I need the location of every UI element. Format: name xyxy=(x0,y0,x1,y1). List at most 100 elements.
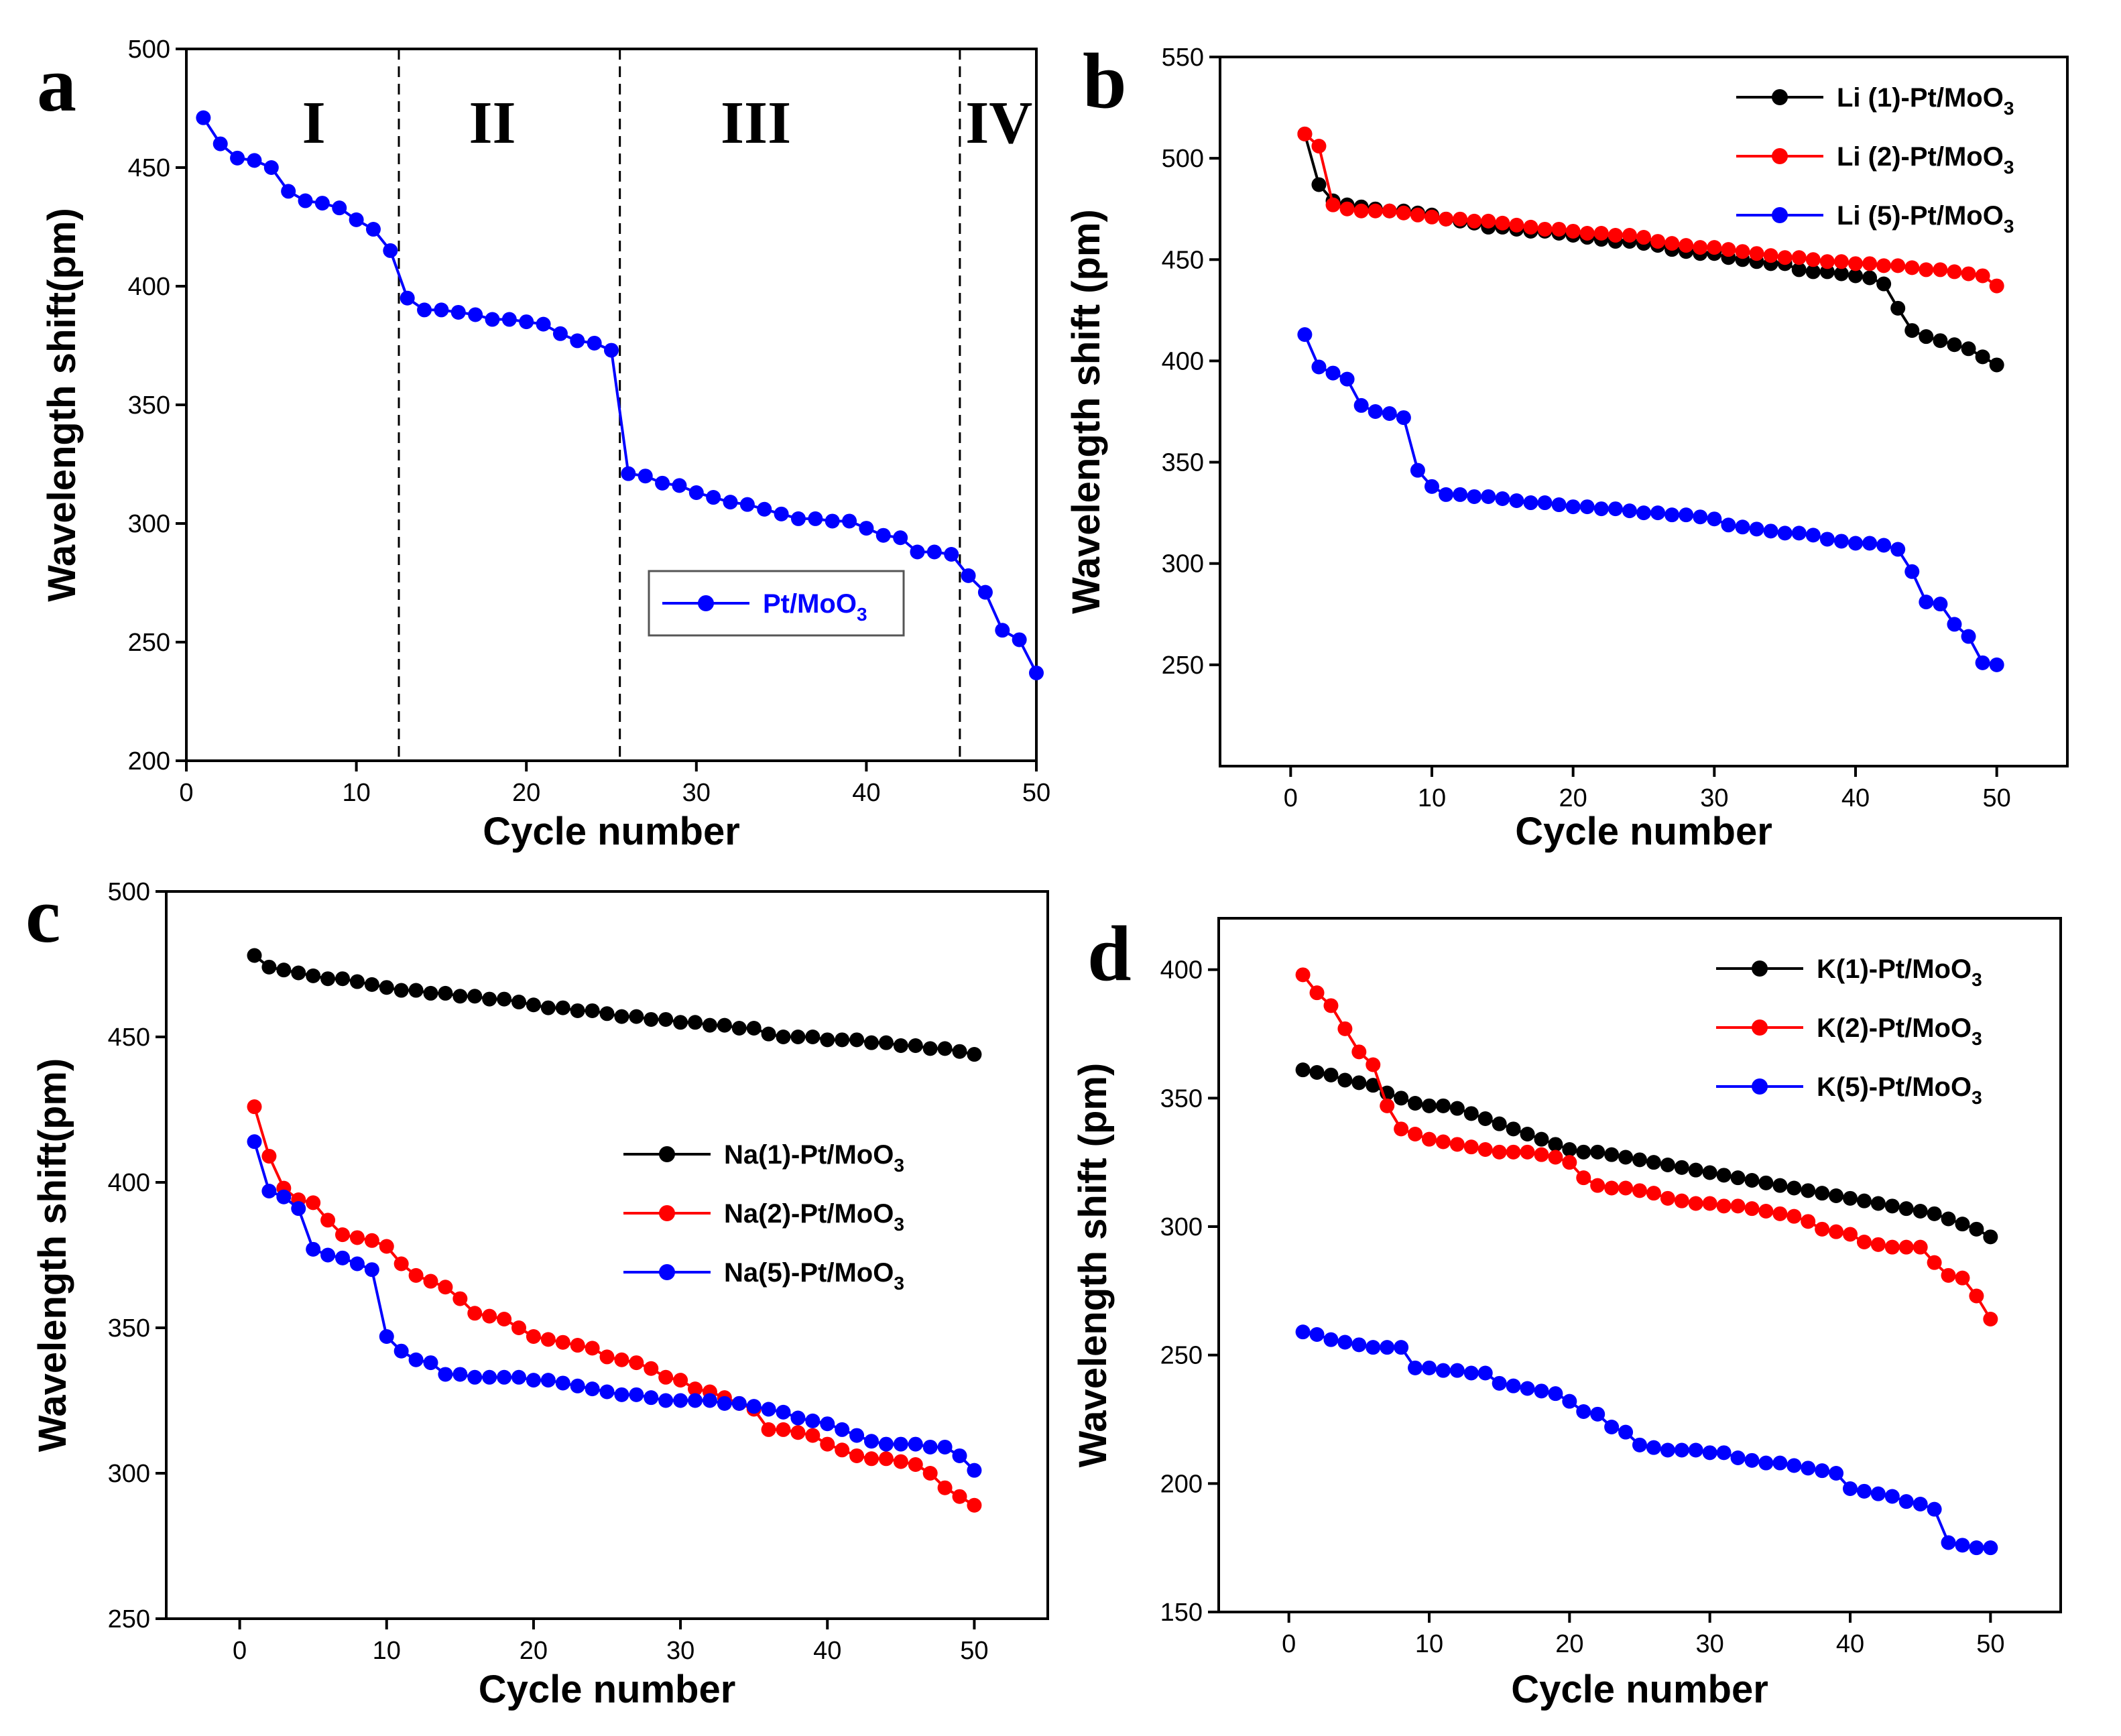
data-point xyxy=(306,1195,321,1211)
data-point xyxy=(468,307,483,322)
data-point xyxy=(739,497,755,512)
x-tick-label: 10 xyxy=(1415,1630,1443,1658)
region-label: II xyxy=(469,90,516,156)
data-point xyxy=(1394,1121,1409,1137)
data-point xyxy=(247,1134,262,1150)
data-point xyxy=(1537,221,1553,237)
data-point xyxy=(1509,217,1524,233)
data-point xyxy=(1955,1270,1970,1286)
data-point xyxy=(1396,205,1411,221)
data-point xyxy=(1323,1067,1339,1082)
data-point xyxy=(1435,1098,1451,1113)
data-point xyxy=(1730,1170,1746,1186)
data-point xyxy=(937,1480,953,1495)
data-point xyxy=(1422,1360,1437,1375)
data-point xyxy=(658,1393,674,1408)
data-point xyxy=(276,1189,292,1204)
data-point xyxy=(1477,1111,1493,1126)
data-point xyxy=(1449,1363,1465,1378)
data-point xyxy=(1933,333,1948,349)
data-point xyxy=(1309,985,1325,1001)
data-point xyxy=(1758,1204,1774,1219)
y-tick-label: 400 xyxy=(108,1169,150,1197)
data-point xyxy=(1495,491,1510,506)
data-point xyxy=(298,193,313,208)
legend-label-subscript: 3 xyxy=(1972,1087,1982,1108)
data-point xyxy=(1548,1137,1563,1152)
data-point xyxy=(995,623,1010,638)
data-point xyxy=(1604,1147,1620,1162)
region-label: I xyxy=(302,90,326,156)
y-tick-label: 150 xyxy=(1160,1599,1203,1627)
legend-label: Pt/MoO3 xyxy=(763,589,867,625)
data-point xyxy=(599,1006,615,1021)
data-point xyxy=(1664,507,1680,523)
data-point xyxy=(1590,1406,1605,1422)
legend-label-main: Na(1)-Pt/MoO xyxy=(724,1140,894,1170)
legend: Pt/MoO3 xyxy=(648,570,905,637)
data-point xyxy=(1632,1183,1647,1198)
data-point xyxy=(1548,1386,1563,1402)
legend-label-subscript: 3 xyxy=(2004,216,2014,237)
data-point xyxy=(1520,1144,1535,1160)
data-point xyxy=(213,136,228,151)
data-point xyxy=(1337,1335,1353,1350)
data-point xyxy=(497,1311,512,1326)
legend-label-main: Li (1)-Pt/MoO xyxy=(1837,83,2004,113)
data-point xyxy=(1435,1134,1451,1150)
data-point xyxy=(629,1355,644,1371)
data-point xyxy=(731,1396,747,1411)
data-point xyxy=(1913,1239,1928,1255)
data-point xyxy=(952,1044,967,1059)
data-point xyxy=(1311,177,1327,192)
panel-c: 0 10 20 30 40 50 250 300 350 400 450 500 Cycle numbe… xyxy=(25,871,1049,1711)
data-point xyxy=(281,184,296,199)
y-axis-title: Wavelength shift(pm) xyxy=(40,208,84,602)
data-point xyxy=(536,316,551,332)
data-point xyxy=(261,1184,277,1199)
data-point xyxy=(1422,1098,1437,1113)
data-point xyxy=(1636,230,1651,245)
data-point xyxy=(1848,268,1863,284)
x-tick-label: 20 xyxy=(512,779,540,807)
data-point xyxy=(1801,1461,1816,1476)
legend-marker xyxy=(1752,1078,1768,1095)
data-point xyxy=(247,1099,262,1115)
data-point xyxy=(1927,1255,1942,1270)
data-point xyxy=(434,302,449,318)
data-point xyxy=(1772,1178,1788,1193)
data-point xyxy=(540,1332,556,1347)
data-point xyxy=(1975,349,1990,365)
data-point xyxy=(1749,246,1764,261)
data-point xyxy=(1961,266,1976,282)
data-point xyxy=(1520,1381,1535,1396)
data-point xyxy=(408,1267,424,1283)
series xyxy=(1295,1062,1998,1245)
data-point xyxy=(1856,1483,1872,1499)
data-point xyxy=(1325,365,1341,381)
x-tick-label: 20 xyxy=(1559,784,1587,812)
data-point xyxy=(1961,629,1976,644)
data-point xyxy=(485,312,500,327)
legend-label-main: Pt/MoO xyxy=(763,589,857,619)
region-label: IV xyxy=(965,90,1032,156)
data-point xyxy=(314,196,330,211)
data-point xyxy=(910,544,925,560)
y-axis-title: Wavelength shift (pm) xyxy=(1071,1063,1115,1468)
panel-letter: c xyxy=(25,871,60,959)
data-point xyxy=(757,501,772,517)
y-tick-label: 500 xyxy=(128,36,170,64)
legend-label: K(1)-Pt/MoO3 xyxy=(1817,954,1982,990)
x-tick-label: 50 xyxy=(1022,779,1050,807)
data-point xyxy=(335,1250,350,1265)
data-point xyxy=(482,1369,497,1385)
legend-label-subscript: 3 xyxy=(1972,1028,1982,1049)
x-axis-title: Cycle number xyxy=(483,810,740,853)
y-tick-label: 450 xyxy=(108,1024,150,1052)
data-point xyxy=(1366,1078,1381,1093)
data-point xyxy=(842,513,857,529)
y-tick-label: 400 xyxy=(1160,956,1203,985)
data-point xyxy=(1410,207,1425,223)
data-point xyxy=(1523,219,1538,235)
series xyxy=(1297,126,2004,294)
